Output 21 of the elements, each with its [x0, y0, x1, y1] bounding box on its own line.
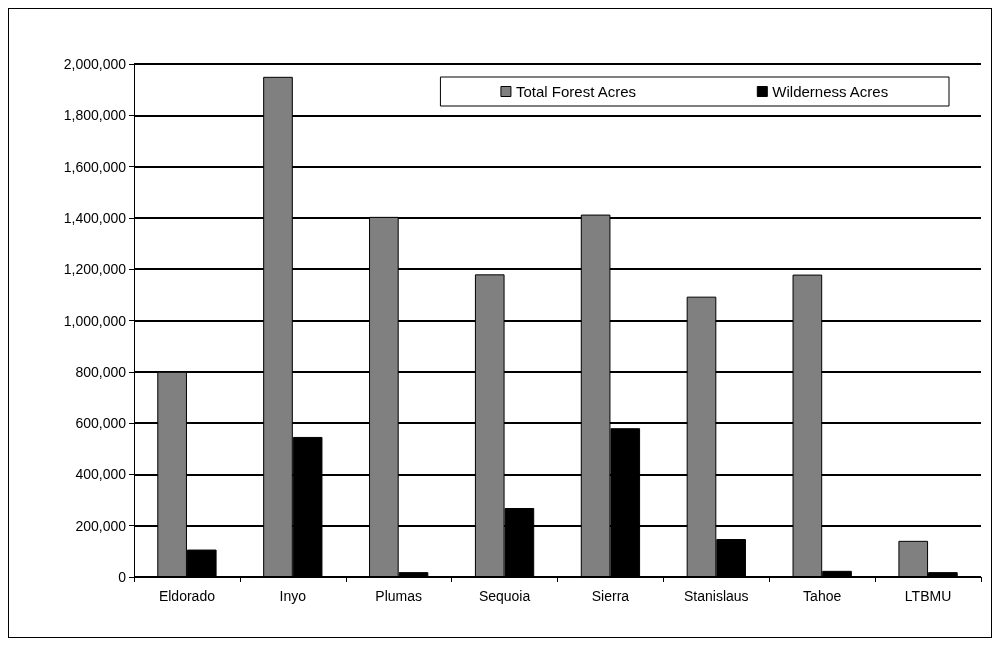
- y-tick-label: 400,000: [75, 466, 127, 483]
- x-tick-label: Sequoia: [478, 588, 531, 604]
- y-tick-label: 600,000: [75, 415, 127, 432]
- x-tick-label: Plumas: [375, 588, 423, 604]
- y-tick-label: 2,000,000: [63, 56, 127, 72]
- legend-label: Wilderness Acres: [772, 83, 889, 100]
- y-tick-label: 1,800,000: [63, 107, 127, 124]
- y-tick-label: 1,200,000: [63, 261, 127, 278]
- y-tick-label: 0: [118, 569, 127, 585]
- y-tick-label: 1,000,000: [63, 312, 127, 329]
- x-tick-label: Stanislaus: [684, 588, 749, 604]
- y-tick-label: 800,000: [75, 363, 127, 380]
- y-tick-label: 200,000: [75, 517, 127, 534]
- y-tick-label: 1,600,000: [63, 158, 127, 175]
- x-tick-label: Eldorado: [158, 588, 216, 604]
- x-tick-label: Tahoe: [803, 588, 842, 604]
- y-tick-label: 1,400,000: [63, 209, 127, 226]
- x-tick-label: LTBMU: [904, 588, 952, 604]
- x-tick-label: Sierra: [591, 588, 630, 604]
- x-tick-label: Inyo: [279, 588, 307, 604]
- legend-label: Total Forest Acres: [515, 83, 636, 100]
